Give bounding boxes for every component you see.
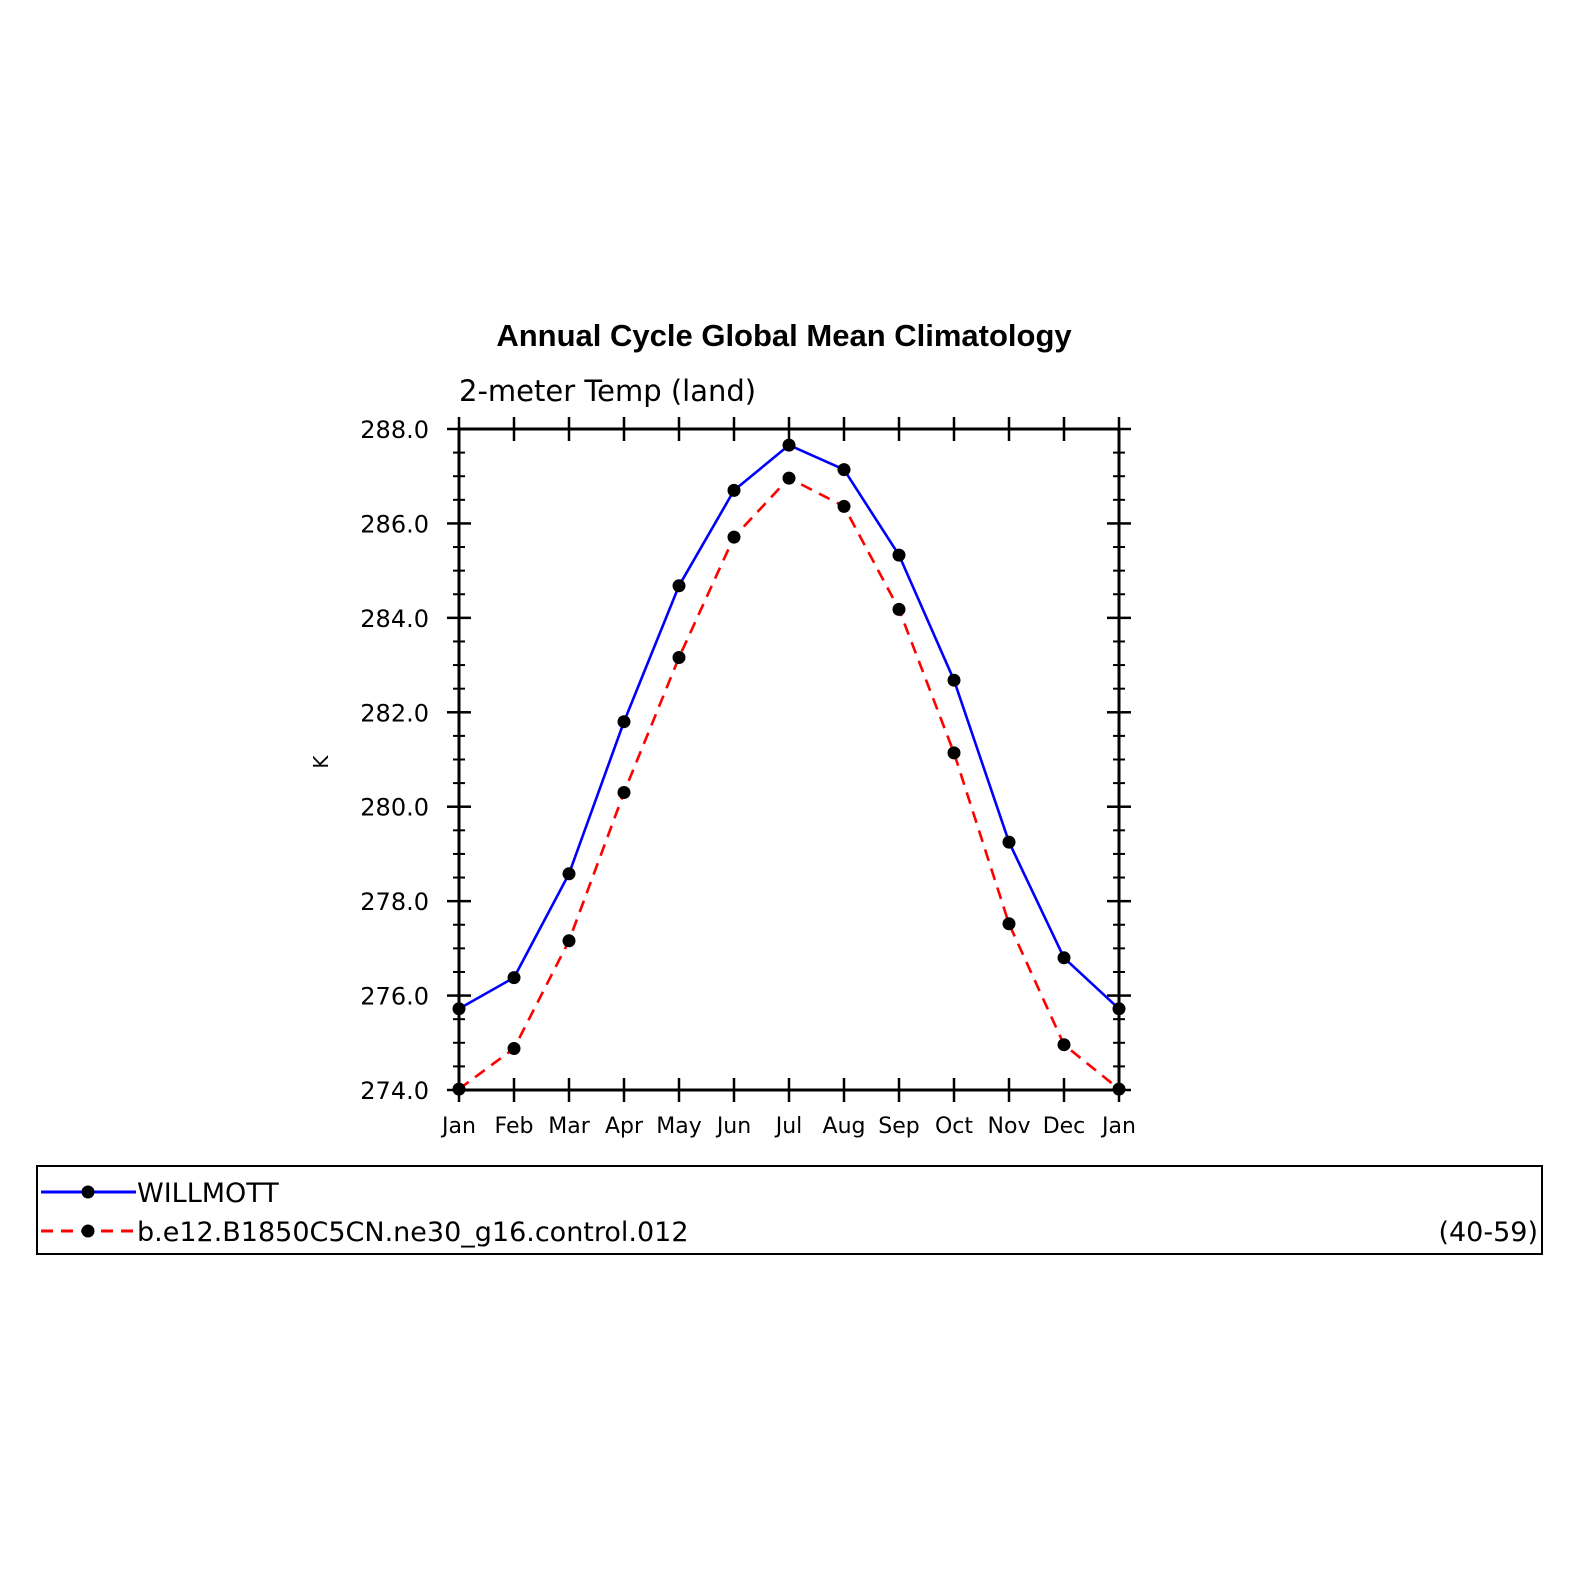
y-tick-label: 284.0: [360, 605, 429, 633]
plot-frame: [457, 427, 1121, 1092]
x-tick-label: Sep: [878, 1114, 919, 1139]
series-0-point: [837, 463, 851, 477]
legend-label-willmott: WILLMOTT: [137, 1178, 279, 1209]
x-tick-label: Jan: [440, 1114, 476, 1139]
y-tick-label: 274.0: [360, 1077, 429, 1105]
series-line-0: [458, 443, 1120, 1010]
legend: WILLMOTT b.e12.B1850C5CN.ne30_g16.contro…: [36, 1165, 1543, 1255]
series-1-point: [782, 471, 796, 485]
y-tick-label: 280.0: [360, 794, 429, 822]
y-axis-label: K: [309, 755, 333, 769]
chart-title: Annual Cycle Global Mean Climatology: [496, 318, 1072, 353]
y-tick-label: 276.0: [360, 983, 429, 1011]
y-axis: 274.0 276.0 278.0 280.0 282.0 284.0 286.0 288.0: [360, 416, 1131, 1105]
series-0-point: [947, 673, 961, 687]
series-1-point: [562, 934, 576, 948]
y-tick-label: 288.0: [360, 416, 429, 444]
x-tick-label: Jan: [1100, 1114, 1136, 1139]
y-tick-label: 282.0: [360, 699, 429, 727]
series-1-point: [1002, 917, 1016, 931]
series-1-point: [617, 786, 631, 799]
series-layer: [452, 438, 1126, 1096]
series-line-1: [458, 476, 1120, 1091]
x-tick-label: Jul: [774, 1114, 803, 1139]
series-0-point: [617, 715, 631, 729]
x-tick-label: Mar: [548, 1114, 590, 1139]
x-tick-label: Jun: [715, 1114, 751, 1139]
x-tick-label: May: [656, 1114, 701, 1139]
legend-marker-model: [81, 1224, 95, 1238]
x-tick-label: Nov: [988, 1114, 1031, 1139]
series-0-point: [672, 579, 686, 593]
series-1-point: [837, 499, 851, 513]
x-tick-label: Apr: [605, 1114, 644, 1139]
series-1-point: [892, 602, 906, 616]
series-0-point: [507, 971, 521, 985]
y-tick-label: 286.0: [360, 510, 429, 538]
legend-box: [36, 1165, 1543, 1255]
y-tick-label: 278.0: [360, 888, 429, 916]
legend-label-model: b.e12.B1850C5CN.ne30_g16.control.012: [137, 1217, 689, 1248]
series-1-point: [1057, 1038, 1071, 1052]
series-1-point: [947, 746, 961, 760]
legend-note: (40-59): [1438, 1217, 1538, 1248]
series-0-point: [1002, 835, 1016, 849]
x-tick-label: Oct: [935, 1114, 973, 1139]
series-0-point: [727, 483, 741, 497]
x-axis: Jan Feb Mar Apr May Jun Jul Aug Sep Oct Nov Dec Jan: [440, 417, 1136, 1139]
series-1-point: [727, 530, 741, 544]
series-0-point: [1057, 951, 1071, 965]
x-tick-label: Aug: [823, 1114, 866, 1139]
legend-marker-willmott: [81, 1185, 95, 1199]
series-1-point: [672, 651, 686, 664]
series-1-point: [507, 1042, 521, 1055]
series-0-point: [562, 867, 576, 881]
series-0-point: [782, 438, 796, 452]
x-tick-label: Feb: [495, 1114, 534, 1139]
series-0-point: [892, 548, 906, 562]
x-tick-label: Dec: [1043, 1114, 1086, 1139]
chart-subtitle: 2-meter Temp (land): [459, 374, 756, 408]
